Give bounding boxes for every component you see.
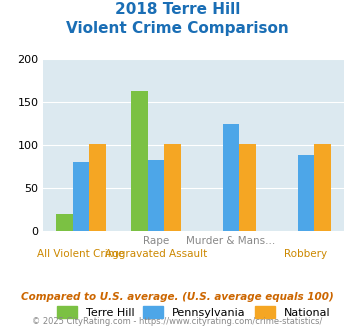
Bar bbox=[297, 155, 314, 231]
Bar bbox=[56, 214, 73, 231]
Bar bbox=[164, 144, 181, 231]
Bar bbox=[239, 144, 256, 231]
Text: Violent Crime Comparison: Violent Crime Comparison bbox=[66, 21, 289, 36]
Text: © 2025 CityRating.com - https://www.cityrating.com/crime-statistics/: © 2025 CityRating.com - https://www.city… bbox=[32, 317, 323, 326]
Text: Compared to U.S. average. (U.S. average equals 100): Compared to U.S. average. (U.S. average … bbox=[21, 292, 334, 302]
Bar bbox=[148, 160, 164, 231]
Text: Rape: Rape bbox=[143, 236, 169, 246]
Bar bbox=[89, 144, 106, 231]
Bar bbox=[314, 144, 331, 231]
Text: Murder & Mans...: Murder & Mans... bbox=[186, 236, 275, 246]
Bar bbox=[223, 124, 239, 231]
Text: 2018 Terre Hill: 2018 Terre Hill bbox=[115, 2, 240, 16]
Text: All Violent Crime: All Violent Crime bbox=[37, 249, 125, 259]
Text: Robbery: Robbery bbox=[284, 249, 327, 259]
Bar bbox=[131, 91, 148, 231]
Text: Aggravated Assault: Aggravated Assault bbox=[105, 249, 207, 259]
Bar bbox=[73, 161, 89, 231]
Legend: Terre Hill, Pennsylvania, National: Terre Hill, Pennsylvania, National bbox=[53, 302, 334, 322]
